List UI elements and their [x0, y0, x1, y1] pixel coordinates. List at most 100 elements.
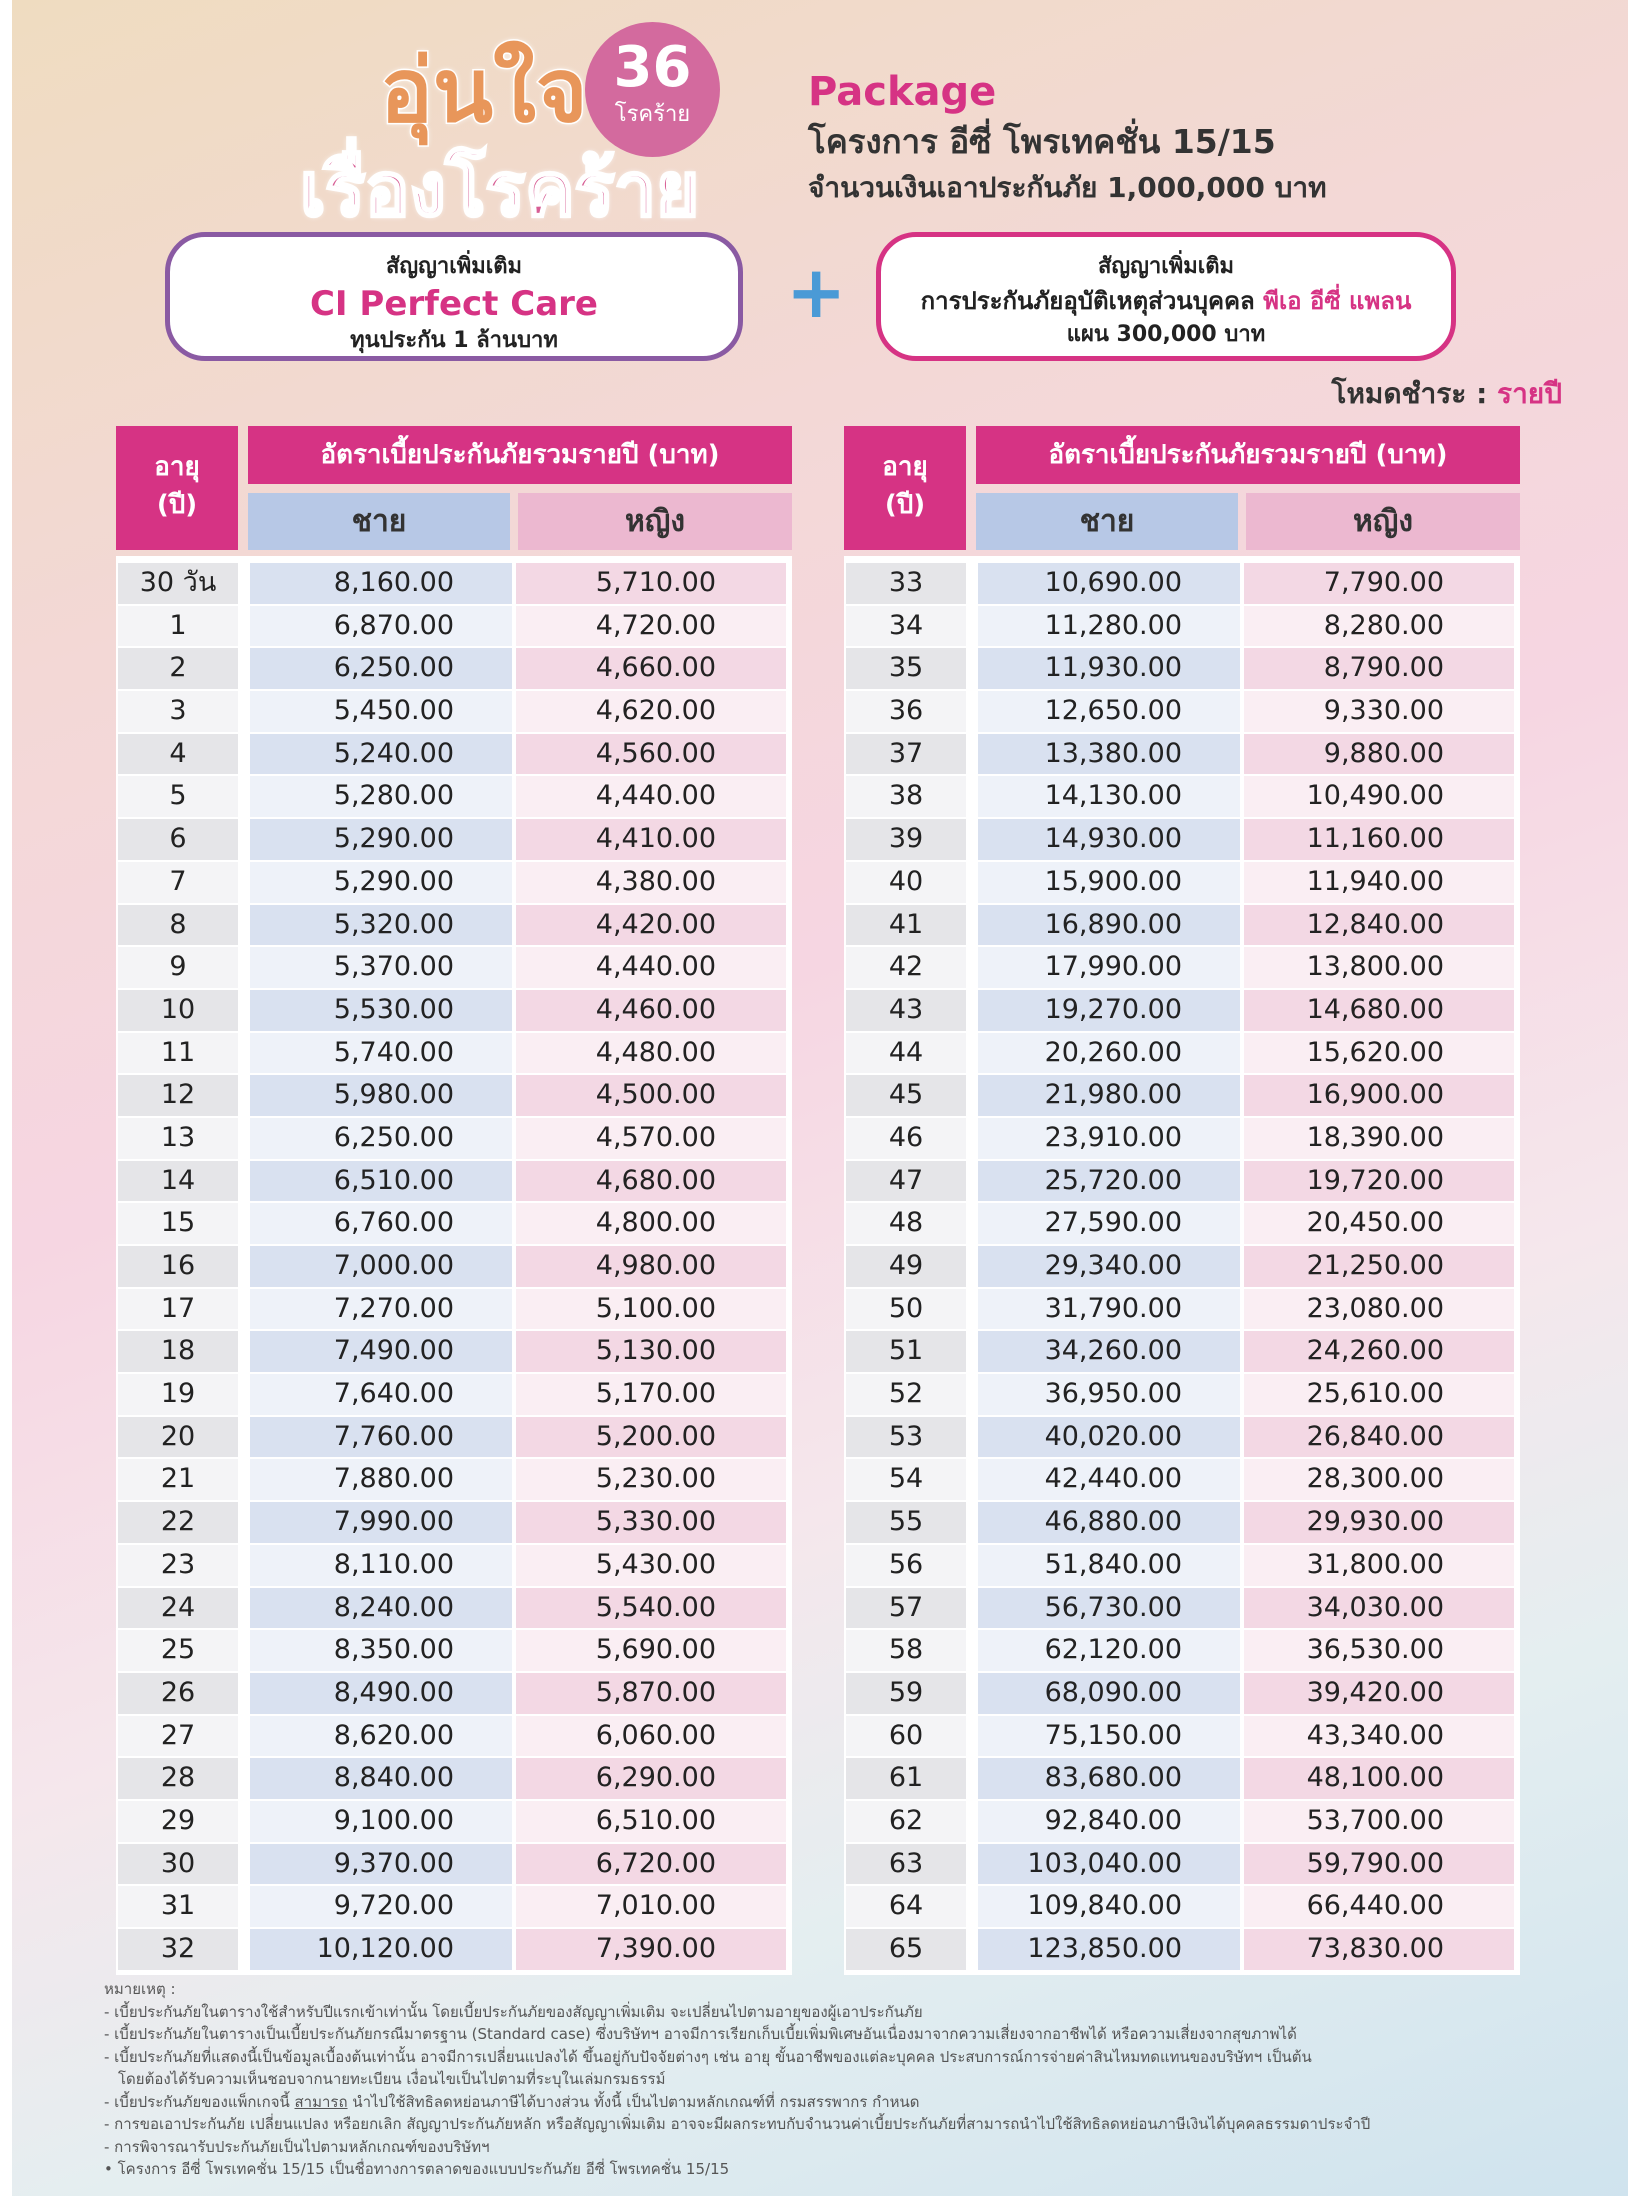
age-cell: 62	[846, 1800, 966, 1842]
age-cell: 41	[846, 904, 966, 946]
table-row: 18 7,490.00 5,130.00	[118, 1330, 790, 1373]
female-premium-cell: 28,300.00	[1244, 1459, 1514, 1501]
male-premium-cell: 5,320.00	[250, 904, 512, 946]
male-premium-cell: 23,910.00	[978, 1117, 1240, 1159]
table-row: 51 34,260.00 24,260.00	[846, 1330, 1518, 1373]
male-premium-cell: 29,340.00	[978, 1246, 1240, 1287]
age-cell: 43	[846, 989, 966, 1031]
male-premium-cell: 9,370.00	[250, 1843, 512, 1885]
age-header: อายุ (ปี)	[844, 426, 966, 550]
age-cell: 27	[118, 1715, 238, 1757]
age-cell: 26	[118, 1672, 238, 1714]
female-premium-cell: 26,840.00	[1244, 1416, 1514, 1458]
age-cell: 44	[846, 1032, 966, 1074]
female-premium-cell: 4,440.00	[516, 776, 786, 818]
note-item: - การขอเอาประกันภัย เปลี่ยนแปลง หรือยกเล…	[104, 2115, 1371, 2133]
male-premium-cell: 83,680.00	[978, 1758, 1240, 1799]
age-cell: 6	[118, 819, 238, 860]
male-premium-cell: 11,930.00	[978, 648, 1240, 690]
female-premium-cell: 59,790.00	[1244, 1843, 1514, 1885]
age-cell: 40	[846, 861, 966, 903]
age-cell: 8	[118, 904, 238, 946]
age-cell: 47	[846, 1160, 966, 1202]
female-premium-cell: 4,460.00	[516, 989, 786, 1031]
male-premium-cell: 51,840.00	[978, 1544, 1240, 1586]
age-cell: 13	[118, 1117, 238, 1159]
table-row: 29 9,100.00 6,510.00	[118, 1800, 790, 1843]
male-premium-cell: 7,270.00	[250, 1288, 512, 1330]
female-premium-cell: 21,250.00	[1244, 1246, 1514, 1287]
age-cell: 39	[846, 819, 966, 860]
age-cell: 38	[846, 776, 966, 818]
male-premium-cell: 56,730.00	[978, 1587, 1240, 1629]
female-premium-cell: 5,330.00	[516, 1502, 786, 1543]
male-premium-cell: 8,160.00	[250, 563, 512, 604]
female-premium-cell: 7,010.00	[516, 1886, 786, 1927]
female-premium-cell: 18,390.00	[1244, 1117, 1514, 1159]
logo-line2: เรื่องโรคร้าย	[298, 146, 700, 235]
age-cell: 7	[118, 861, 238, 903]
logo-line1: อุ่นใจ	[379, 38, 590, 144]
age-cell: 57	[846, 1587, 966, 1629]
rider-ci-perfect-care: สัญญาเพิ่มเติม CI Perfect Care ทุนประกัน…	[165, 232, 743, 361]
female-premium-cell: 15,620.00	[1244, 1032, 1514, 1074]
table-row: 7 5,290.00 4,380.00	[118, 861, 790, 904]
table-row: 36 12,650.00 9,330.00	[846, 690, 1518, 733]
table-row: 53 40,020.00 26,840.00	[846, 1416, 1518, 1459]
male-premium-cell: 5,740.00	[250, 1032, 512, 1074]
male-premium-cell: 62,120.00	[978, 1630, 1240, 1671]
table-row: 14 6,510.00 4,680.00	[118, 1160, 790, 1203]
female-premium-cell: 29,930.00	[1244, 1502, 1514, 1543]
male-premium-cell: 11,280.00	[978, 605, 1240, 647]
table-row: 59 68,090.00 39,420.00	[846, 1672, 1518, 1715]
plus-icon: +	[786, 250, 847, 334]
female-premium-cell: 14,680.00	[1244, 989, 1514, 1031]
table-row: 63 103,040.00 59,790.00	[846, 1843, 1518, 1886]
table-row: 62 92,840.00 53,700.00	[846, 1800, 1518, 1843]
table-row: 6 5,290.00 4,410.00	[118, 818, 790, 861]
table-row: 12 5,980.00 4,500.00	[118, 1074, 790, 1117]
male-premium-cell: 75,150.00	[978, 1715, 1240, 1757]
male-premium-cell: 7,880.00	[250, 1459, 512, 1501]
table-body: 33 10,690.00 7,790.00 34 11,280.00 8,280.00 35…	[844, 556, 1520, 1975]
note-item: • โครงการ อีซี่ โพรเทคชั่น 15/15 เป็นชื่…	[104, 2160, 730, 2178]
female-premium-cell: 4,720.00	[516, 605, 786, 647]
page-edge	[0, 0, 12, 2196]
table-row: 52 36,950.00 25,610.00	[846, 1373, 1518, 1416]
male-premium-cell: 20,260.00	[978, 1032, 1240, 1074]
age-cell: 42	[846, 947, 966, 988]
table-row: 45 21,980.00 16,900.00	[846, 1074, 1518, 1117]
male-premium-cell: 5,290.00	[250, 819, 512, 860]
table-row: 8 5,320.00 4,420.00	[118, 904, 790, 947]
male-premium-cell: 8,240.00	[250, 1587, 512, 1629]
age-cell: 37	[846, 733, 966, 775]
female-premium-cell: 7,390.00	[516, 1929, 786, 1970]
table-row: 3 5,450.00 4,620.00	[118, 690, 790, 733]
age-cell: 49	[846, 1246, 966, 1287]
female-premium-cell: 4,800.00	[516, 1203, 786, 1244]
table-row: 58 62,120.00 36,530.00	[846, 1629, 1518, 1672]
female-premium-cell: 12,840.00	[1244, 904, 1514, 946]
female-premium-cell: 31,800.00	[1244, 1544, 1514, 1586]
project-name: โครงการ อีซี่ โพรเทคชั่น 15/15	[808, 122, 1276, 161]
table-row: 24 8,240.00 5,540.00	[118, 1587, 790, 1630]
female-premium-cell: 4,680.00	[516, 1160, 786, 1202]
table-row: 17 7,270.00 5,100.00	[118, 1288, 790, 1331]
male-premium-cell: 8,620.00	[250, 1715, 512, 1757]
female-premium-cell: 48,100.00	[1244, 1758, 1514, 1799]
female-premium-cell: 5,690.00	[516, 1630, 786, 1671]
table-row: 37 13,380.00 9,880.00	[846, 733, 1518, 776]
male-premium-cell: 14,130.00	[978, 776, 1240, 818]
female-premium-cell: 5,870.00	[516, 1672, 786, 1714]
female-premium-cell: 73,830.00	[1244, 1929, 1514, 1970]
premium-header: อัตราเบี้ยประกันภัยรวมรายปี (บาท)	[248, 426, 792, 484]
age-cell: 55	[846, 1502, 966, 1543]
female-premium-cell: 43,340.00	[1244, 1715, 1514, 1757]
female-premium-cell: 4,380.00	[516, 861, 786, 903]
male-premium-cell: 27,590.00	[978, 1203, 1240, 1244]
rider-type: การประกันภัยอุบัติเหตุส่วนบุคคล	[920, 287, 1255, 315]
male-premium-cell: 10,690.00	[978, 563, 1240, 604]
age-cell: 17	[118, 1288, 238, 1330]
male-premium-cell: 109,840.00	[978, 1886, 1240, 1927]
male-premium-cell: 34,260.00	[978, 1331, 1240, 1373]
